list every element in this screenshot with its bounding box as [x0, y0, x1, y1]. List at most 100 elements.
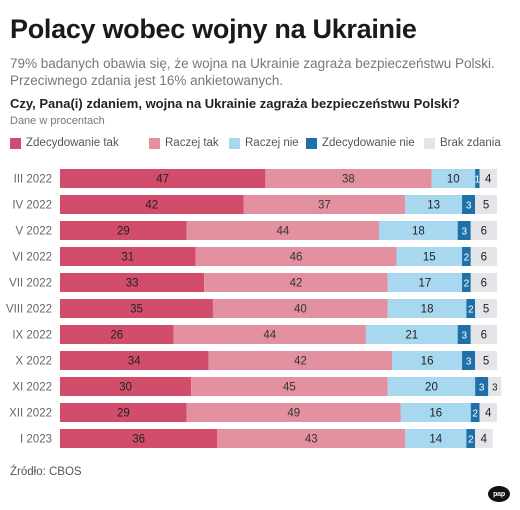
bar-segment-raczej-nie	[387, 273, 463, 292]
bar-segment-zdecydowanie-nie	[462, 273, 471, 292]
data-label: 43	[305, 434, 318, 446]
data-label: 18	[421, 304, 434, 316]
data-label: 4	[485, 174, 492, 186]
legend-label: Zdecydowanie tak	[26, 137, 119, 149]
data-label: 3	[466, 201, 472, 212]
bar-segment-raczej-tak	[186, 221, 380, 240]
data-label: 26	[110, 330, 123, 342]
bar-segment-raczej-tak	[186, 403, 401, 422]
bar-segment-raczej-nie	[405, 429, 467, 448]
legend-item-zdecydowanie-tak: Zdecydowanie tak	[10, 137, 119, 149]
data-label: 3	[461, 331, 467, 342]
data-label: 14	[429, 434, 442, 446]
bar-segment-raczej-nie	[379, 221, 458, 240]
legend-label: Raczej nie	[245, 137, 299, 149]
bar-segment-zdecydowanie-tak	[60, 325, 174, 344]
legend-swatch	[10, 137, 21, 149]
data-label: 29	[117, 226, 130, 238]
bar-segment-brak-zdania	[479, 403, 497, 422]
bar-segment-raczej-nie	[392, 351, 463, 370]
bar-segment-zdecydowanie-tak	[60, 351, 209, 370]
bar-segment-zdecydowanie-nie	[457, 221, 471, 240]
legend-label: Brak zdania	[440, 137, 501, 149]
data-label: 47	[156, 174, 169, 186]
category-label: IV 2022	[12, 200, 52, 212]
bar-segment-zdecydowanie-tak	[60, 429, 218, 448]
legend-swatch	[306, 137, 317, 149]
bar-segment-zdecydowanie-tak	[60, 195, 244, 214]
bar-segment-zdecydowanie-nie	[466, 299, 476, 318]
data-label: 6	[481, 278, 487, 290]
data-label: 6	[481, 226, 487, 238]
data-label: 49	[287, 408, 300, 420]
data-label: 38	[342, 174, 355, 186]
bar-segment-brak-zdania	[470, 325, 497, 344]
category-label: VIII 2022	[6, 304, 52, 316]
bar-segment-zdecydowanie-nie	[466, 429, 476, 448]
data-label: 10	[447, 174, 460, 186]
bar-segment-raczej-nie	[400, 403, 471, 422]
bar-segment-brak-zdania	[475, 195, 497, 214]
bar-segment-brak-zdania	[475, 429, 493, 448]
pap-logo: pap	[488, 486, 510, 502]
data-label: 40	[294, 304, 307, 316]
data-label: 46	[290, 252, 303, 264]
bar-segment-raczej-nie	[365, 325, 458, 344]
bar-segment-zdecydowanie-tak	[60, 221, 187, 240]
bar-segment-raczej-tak	[191, 377, 388, 396]
bar-segment-brak-zdania	[479, 169, 497, 188]
bar-segment-raczej-tak	[204, 273, 388, 292]
category-label: V 2022	[16, 226, 52, 238]
data-label: 5	[483, 200, 489, 212]
legend-label: Raczej tak	[165, 137, 219, 149]
data-label: 21	[405, 330, 418, 342]
data-label: 16	[421, 356, 434, 368]
data-label: 1	[475, 175, 481, 186]
logo-text: pap	[493, 490, 505, 498]
data-label: 3	[492, 383, 498, 394]
data-label: 15	[423, 252, 436, 264]
data-label: 3	[479, 383, 485, 394]
bar-segment-raczej-nie	[431, 169, 476, 188]
bar-segment-zdecydowanie-tak	[60, 169, 266, 188]
bar-segment-brak-zdania	[475, 351, 497, 370]
data-label: 33	[126, 278, 139, 290]
data-label: 5	[483, 304, 489, 316]
data-label: 3	[466, 357, 472, 368]
stacked-bar-chart: III 2022 47 38 10 1 4IV 2022 42 37 13 3 5V 2022 29 4…	[6, 169, 502, 448]
data-label: 42	[145, 200, 158, 212]
category-label: VII 2022	[9, 278, 52, 290]
category-label: X 2022	[16, 356, 52, 368]
bar-segment-raczej-tak	[217, 429, 406, 448]
data-label: 29	[117, 408, 130, 420]
bar-segment-zdecydowanie-nie	[475, 169, 480, 188]
bar-segment-zdecydowanie-nie	[462, 195, 476, 214]
data-label: 42	[290, 278, 303, 290]
bar-segment-zdecydowanie-tak	[60, 403, 187, 422]
data-label: 2	[464, 253, 470, 264]
bar-segment-raczej-nie	[387, 299, 467, 318]
chart-title: Polacy wobec wojny na Ukrainie	[10, 14, 417, 44]
legend-label: Zdecydowanie nie	[322, 137, 415, 149]
bar-segment-zdecydowanie-nie	[457, 325, 471, 344]
data-label: 4	[485, 408, 492, 420]
data-label: 31	[121, 252, 134, 264]
unit-label: Dane w procentach	[10, 115, 105, 127]
data-label: 18	[412, 226, 425, 238]
legend-item-raczej-tak: Raczej tak	[149, 137, 219, 149]
data-label: 2	[464, 279, 470, 290]
data-label: 42	[294, 356, 307, 368]
data-label: 2	[468, 435, 474, 446]
data-label: 45	[283, 382, 296, 394]
bar-segment-raczej-tak	[208, 351, 393, 370]
legend-item-brak-zdania: Brak zdania	[424, 137, 501, 149]
bar-segment-brak-zdania	[475, 299, 497, 318]
legend-swatch	[229, 137, 240, 149]
data-label: 44	[263, 330, 276, 342]
legend-swatch	[149, 137, 160, 149]
chart-legend: Zdecydowanie tak Raczej tak Raczej nie Z…	[10, 137, 515, 153]
data-label: 2	[472, 409, 478, 420]
data-label: 34	[128, 356, 141, 368]
data-label: 44	[276, 226, 289, 238]
legend-swatch	[424, 137, 435, 149]
